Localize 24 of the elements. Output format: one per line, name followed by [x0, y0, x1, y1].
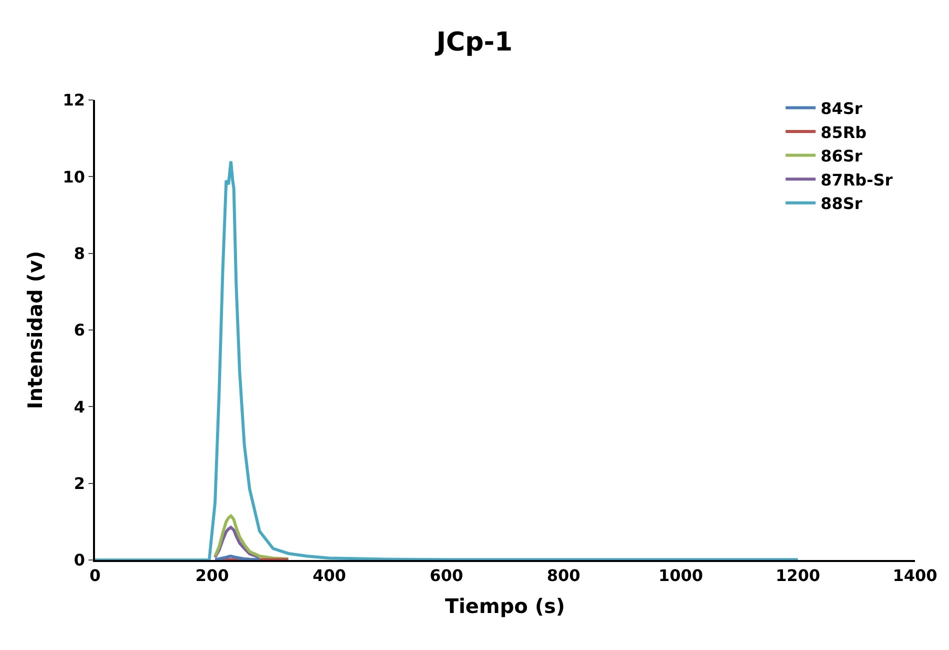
- y-tick-label: 4: [74, 397, 86, 416]
- chart-title: JCp-1: [434, 28, 513, 58]
- legend-label: 84Sr: [820, 98, 862, 118]
- legend-label: 85Rb: [820, 122, 867, 142]
- legend-label: 88Sr: [820, 194, 862, 214]
- y-axis-title: Intensidad (v): [22, 250, 47, 410]
- y-tick-label: 12: [62, 90, 86, 110]
- x-tick-label: 0: [89, 566, 101, 585]
- y-tick-label: 10: [62, 167, 86, 186]
- x-tick-label: 200: [195, 566, 229, 585]
- x-tick-label: 800: [546, 566, 580, 585]
- y-tick-label: 0: [74, 550, 86, 570]
- y-tick-label: 2: [74, 474, 86, 493]
- y-tick-label: 6: [74, 320, 86, 340]
- x-tick-label: 1400: [892, 566, 938, 585]
- line-series: [95, 160, 800, 560]
- x-tick-label: 600: [430, 566, 464, 585]
- x-tick-label: 1000: [658, 566, 703, 585]
- y-tick-label: 8: [74, 244, 86, 263]
- legend-label: 86Sr: [820, 146, 862, 166]
- x-tick-label: 1200: [776, 566, 820, 585]
- legend-label: 87Rb-Sr: [820, 170, 893, 190]
- x-tick-label: 400: [312, 566, 346, 585]
- x-axis-title: Tiempo (s): [444, 594, 566, 618]
